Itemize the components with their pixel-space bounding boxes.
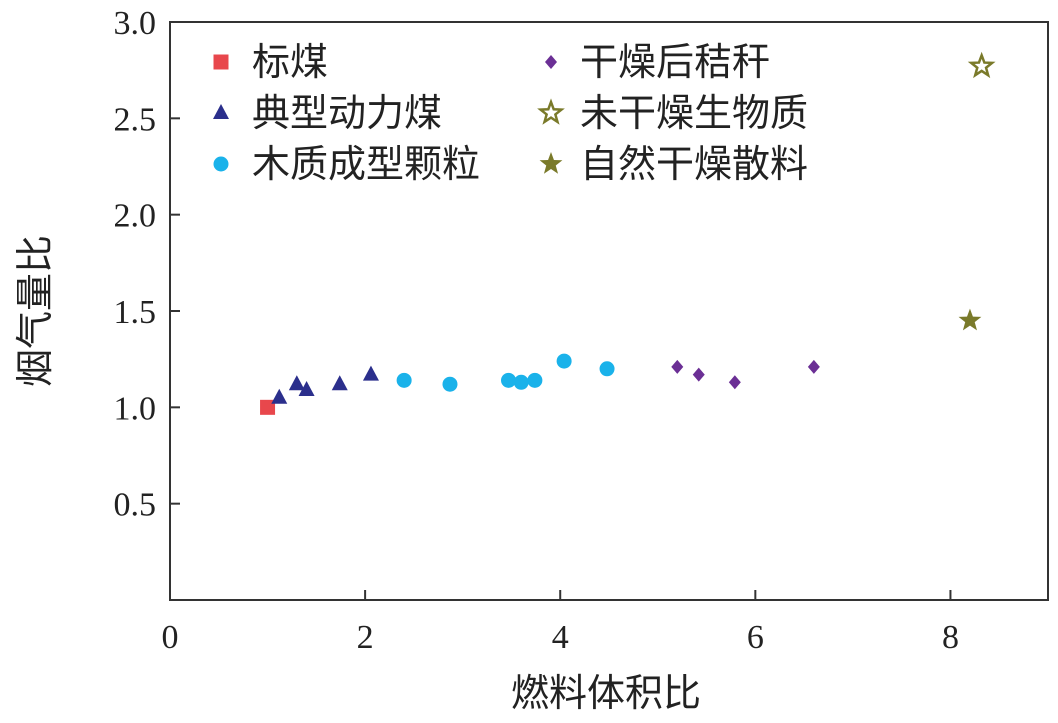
x-tick-label: 8 (942, 619, 959, 656)
y-tick-label: 3.0 (114, 5, 157, 42)
data-point (692, 367, 705, 382)
data-point (298, 380, 315, 396)
legend-label: 木质成型颗粒 (252, 144, 480, 186)
legend-label: 典型动力煤 (252, 93, 442, 135)
data-point (728, 375, 741, 390)
data-point (807, 359, 820, 374)
x-tick-label: 6 (747, 619, 764, 656)
data-point (288, 375, 305, 391)
y-tick-label: 1.5 (114, 294, 157, 331)
data-point (396, 372, 412, 388)
data-point (501, 372, 517, 388)
y-tick-label: 0.5 (114, 487, 157, 524)
legend-label: 干燥后秸秆 (580, 42, 770, 84)
legend-marker (213, 104, 229, 119)
data-point (442, 376, 458, 392)
legend-marker (213, 156, 229, 172)
ticks-layer: 0 2 4 6 8 0.5 1.0 1.5 2.0 2.5 3.0 (114, 5, 959, 656)
data-point (331, 375, 348, 391)
data-point (527, 372, 543, 388)
y-axis-title: 烟气量比 (15, 235, 57, 387)
x-tick-label: 2 (357, 619, 374, 656)
legend-label: 未干燥生物质 (580, 93, 808, 135)
data-point (556, 353, 572, 369)
data-point (967, 51, 996, 79)
legend-marker (545, 55, 557, 69)
y-tick-label: 2.5 (114, 101, 157, 138)
legend-label: 自然干燥散料 (580, 144, 808, 186)
x-axis-title: 燃料体积比 (511, 673, 701, 715)
data-point (271, 388, 288, 404)
data-point (260, 399, 276, 415)
y-tick-label: 2.0 (114, 198, 157, 235)
data-point (513, 374, 529, 390)
y-tick-label: 1.0 (114, 390, 157, 427)
data-point (671, 359, 684, 374)
data-point (599, 361, 615, 377)
legend-marker (539, 152, 563, 174)
legend-marker (537, 98, 565, 125)
x-tick-label: 0 (162, 619, 179, 656)
legend-label: 标煤 (252, 42, 328, 84)
points-layer (260, 51, 996, 415)
legend-marker (213, 54, 229, 70)
data-point (958, 308, 982, 331)
data-point (362, 365, 379, 381)
x-tick-label: 4 (552, 619, 569, 656)
